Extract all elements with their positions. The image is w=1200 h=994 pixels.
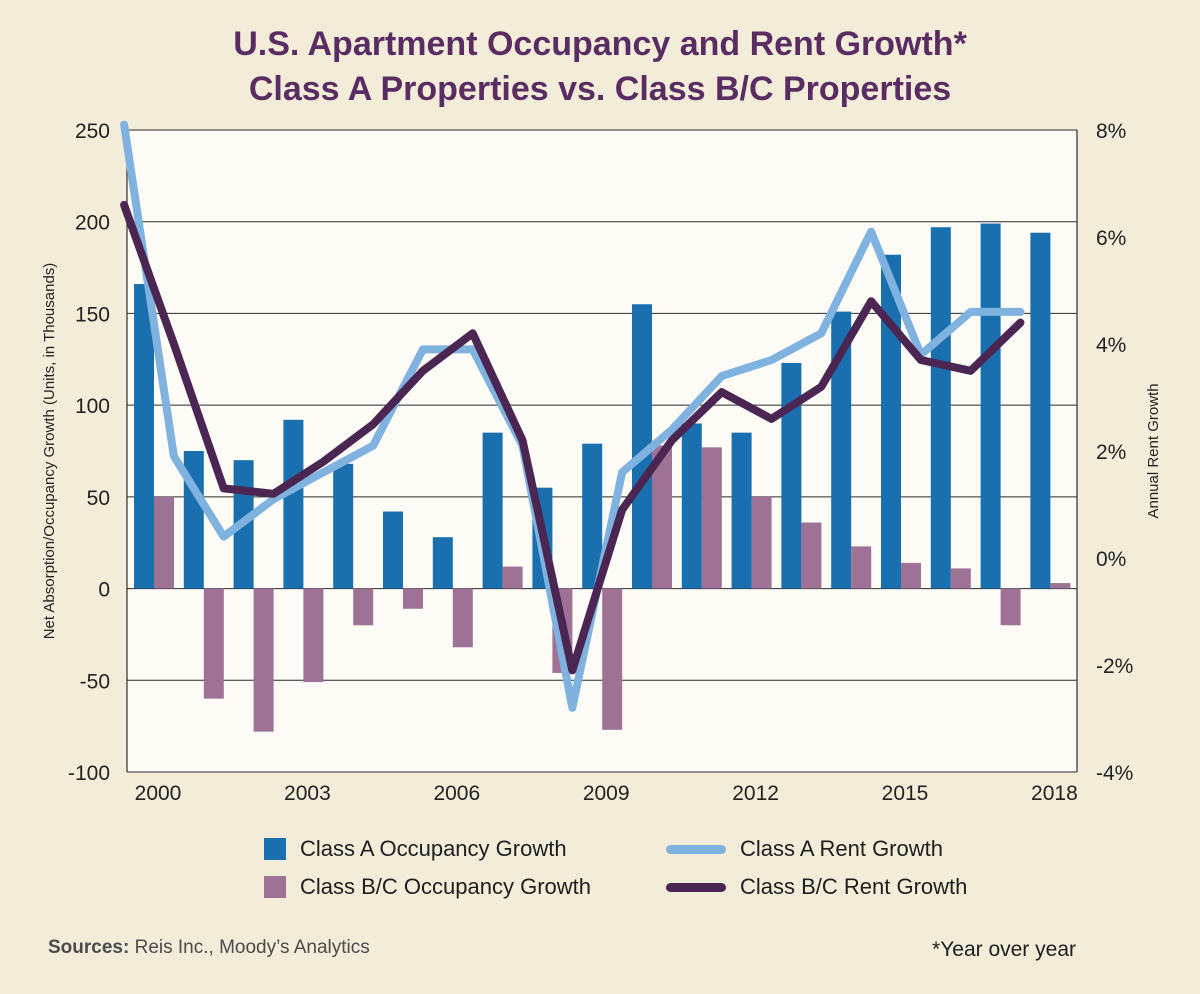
- bar-class-a-occupancy: [930, 227, 951, 589]
- sources-label: Sources:: [48, 937, 130, 958]
- bar-class-a-occupancy: [632, 304, 652, 589]
- y2-tick-label: 8%: [1096, 120, 1126, 143]
- bar-class-a-occupancy: [582, 443, 603, 589]
- bar-class-a-occupancy: [333, 463, 354, 589]
- line-class-bc-rent-growth: [120, 200, 1025, 675]
- y2-axis-title: Annual Rent Growth: [1145, 383, 1162, 518]
- footnote: *Year over year: [932, 938, 1076, 961]
- y-tick-label: 50: [87, 487, 110, 510]
- bar-class-a-occupancy: [1030, 232, 1051, 589]
- chart-title-line-1: U.S. Apartment Occupancy and Rent Growth…: [233, 25, 967, 63]
- bar-class-bc-occupancy: [403, 588, 423, 609]
- chart-title-line-2: Class A Properties vs. Class B/C Propert…: [248, 70, 952, 108]
- bar-class-a-occupancy: [681, 423, 702, 589]
- bar-class-bc-occupancy: [203, 588, 224, 699]
- bar-class-bc-occupancy: [502, 566, 523, 589]
- y-tick-label: -100: [68, 762, 110, 785]
- bar-class-a-occupancy: [881, 254, 901, 589]
- sources-text: Reis Inc., Moody’s Analytics: [134, 937, 370, 958]
- y-tick-label: 250: [75, 120, 110, 143]
- bar-class-bc-occupancy: [253, 588, 274, 732]
- bar-class-bc-occupancy: [851, 546, 872, 589]
- bar-class-bc-occupancy: [801, 522, 822, 589]
- y-tick-label: -50: [80, 670, 110, 693]
- bar-class-bc-occupancy: [701, 447, 722, 589]
- y-tick-label: 0: [98, 579, 110, 602]
- y-axis-title: Net Absorption/Occupancy Growth (Units, …: [41, 263, 58, 640]
- bar-class-a-occupancy: [831, 311, 852, 589]
- x-tick-label: 2009: [583, 782, 630, 805]
- sources-note: Sources: Reis Inc., Moody’s Analytics: [48, 937, 370, 959]
- bar-class-bc-occupancy: [950, 568, 971, 589]
- y-tick-label: 100: [75, 395, 110, 418]
- bar-class-bc-occupancy: [154, 496, 174, 589]
- bar-class-bc-occupancy: [901, 562, 921, 589]
- y2-tick-label: 6%: [1096, 227, 1126, 250]
- bar-class-a-occupancy: [731, 432, 752, 589]
- bar-class-bc-occupancy: [602, 588, 623, 730]
- x-tick-label: 2003: [284, 782, 331, 805]
- y2-tick-label: 0%: [1096, 548, 1126, 571]
- y2-tick-label: -4%: [1096, 762, 1133, 785]
- bar-class-bc-occupancy: [1050, 583, 1071, 589]
- bar-class-bc-occupancy: [1000, 588, 1021, 626]
- y2-tick-label: 4%: [1096, 334, 1126, 357]
- x-tick-label: 2012: [732, 782, 779, 805]
- y2-tick-label: -2%: [1096, 655, 1133, 678]
- bar-class-a-occupancy: [781, 362, 802, 589]
- y-tick-label: 150: [75, 303, 110, 326]
- bar-class-a-occupancy: [432, 537, 453, 589]
- y-tick-label: 200: [75, 212, 110, 235]
- bar-class-bc-occupancy: [751, 496, 772, 589]
- bar-class-a-occupancy: [134, 284, 154, 589]
- x-tick-label: 2006: [433, 782, 480, 805]
- y2-tick-label: 2%: [1096, 441, 1126, 464]
- line-class-a-rent-growth: [120, 120, 1025, 712]
- bar-class-a-occupancy: [383, 511, 403, 589]
- x-tick-label: 2018: [1031, 782, 1078, 805]
- bar-class-bc-occupancy: [452, 588, 473, 648]
- x-tick-label: 2015: [882, 782, 929, 805]
- bar-class-bc-occupancy: [652, 445, 672, 589]
- bar-class-bc-occupancy: [303, 588, 324, 683]
- chart-title: U.S. Apartment Occupancy and Rent Growth…: [0, 22, 1200, 112]
- bar-class-bc-occupancy: [353, 588, 374, 626]
- x-tick-label: 2000: [135, 782, 182, 805]
- bar-class-a-occupancy: [980, 223, 1001, 589]
- bar-class-a-occupancy: [482, 432, 503, 589]
- bar-class-a-occupancy: [283, 419, 304, 589]
